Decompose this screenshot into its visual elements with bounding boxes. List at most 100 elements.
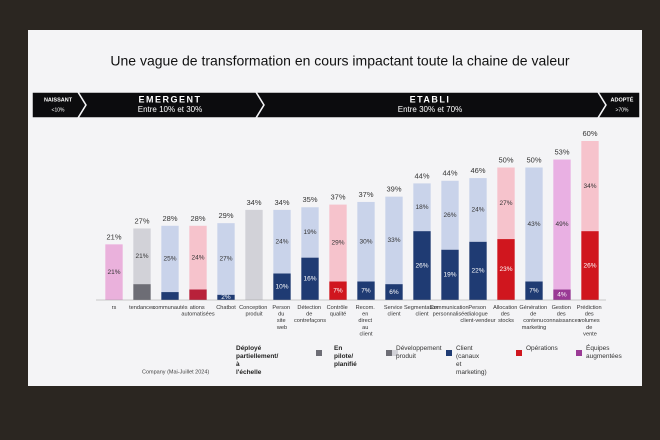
- segment-label: 34%: [583, 183, 596, 190]
- category-label: Service client: [384, 305, 404, 318]
- segment-label: 18%: [415, 204, 428, 211]
- segment-label: 49%: [555, 221, 568, 228]
- total-label: 44%: [442, 169, 457, 178]
- category-label: tendances: [129, 305, 155, 311]
- total-label: 34%: [274, 198, 289, 207]
- legend-label: Équipes augmentées: [586, 343, 623, 360]
- segment-label: 26%: [443, 212, 456, 219]
- phase-name: NAISSANT: [44, 97, 73, 103]
- source: Company (Mai-Juillet 2024): [142, 369, 209, 375]
- category-label: Person du site web: [272, 305, 291, 331]
- total-label: 50%: [526, 155, 541, 164]
- segment-label: 26%: [415, 262, 428, 269]
- phase-name: EMERGENT: [138, 94, 201, 104]
- total-label: 60%: [582, 129, 597, 138]
- segment-label: 43%: [527, 221, 540, 228]
- category-label: communautés: [152, 305, 187, 311]
- segment-label: 4%: [557, 291, 567, 298]
- bar-segment: [273, 209, 291, 274]
- segment-label: 27%: [219, 256, 232, 263]
- segment-label: 10%: [275, 283, 288, 290]
- phase-name: ADOPTÉ: [611, 95, 634, 103]
- bar-segment: [133, 228, 151, 285]
- bar-segment: [273, 273, 291, 300]
- phase-arrow: [596, 91, 641, 119]
- category-label: Contrôle qualité: [327, 305, 350, 318]
- category-label: Détection de contrefaçons: [294, 305, 326, 324]
- bar-segment: [133, 284, 151, 300]
- segment-label: 16%: [303, 276, 316, 283]
- legend-swatch: [316, 350, 322, 356]
- bar-segment: [469, 241, 487, 300]
- total-label: 37%: [330, 193, 345, 202]
- segment-label: 7%: [361, 287, 371, 294]
- category-label: Person dialogue client-vendeur: [460, 305, 495, 324]
- segment-label: 24%: [191, 254, 204, 261]
- category-label: ations automatisées: [181, 305, 214, 318]
- category-label: Recom. en direct au client: [356, 305, 377, 337]
- legend-swatch: [386, 350, 392, 356]
- total-label: 46%: [470, 166, 485, 175]
- category-label: Chatbot: [216, 305, 236, 311]
- bar-segment: [105, 244, 123, 300]
- category-label: Génération de contenu marketing: [519, 305, 548, 331]
- bar-segment: [189, 289, 207, 300]
- bar-segment: [497, 239, 515, 300]
- bar-segment: [441, 249, 459, 300]
- total-label: 34%: [246, 198, 261, 207]
- bar-segment: [357, 201, 375, 282]
- segment-label: 24%: [275, 238, 288, 245]
- segment-label: 21%: [107, 269, 120, 276]
- segment-label: 19%: [303, 229, 316, 236]
- bar-segment: [525, 281, 543, 300]
- bar-segment: [161, 225, 179, 293]
- legend-swatch: [516, 350, 522, 356]
- bar-segment: [217, 294, 235, 300]
- legend-swatch: [576, 350, 582, 356]
- total-label: 28%: [190, 214, 205, 223]
- segment-label: 27%: [499, 200, 512, 207]
- segment-label: 25%: [163, 256, 176, 263]
- phase-name: ETABLI: [410, 94, 451, 104]
- bar-segment: [385, 196, 403, 285]
- bar-segment: [329, 204, 347, 282]
- segment-label: 6%: [389, 289, 399, 296]
- bar-segment: [553, 289, 571, 300]
- segment-label: 2%: [221, 294, 231, 301]
- slide-title: Une vague de transformation en cours imp…: [110, 53, 570, 69]
- bar-segment: [553, 159, 571, 290]
- total-label: 21%: [106, 232, 121, 241]
- segment-label: 33%: [387, 237, 400, 244]
- bar-segment: [301, 207, 319, 258]
- total-label: 37%: [358, 190, 373, 199]
- category-label: Segmentation client: [404, 305, 440, 318]
- category-label: Allocation des stocks: [493, 305, 519, 324]
- segment-label: 23%: [499, 266, 512, 273]
- phase-range: Entre 30% et 70%: [398, 105, 462, 114]
- bar-segment: [217, 223, 235, 295]
- total-label: 50%: [498, 155, 513, 164]
- legend-label: En pilote/ planifié: [334, 345, 357, 368]
- bar-segment: [329, 281, 347, 300]
- total-label: 28%: [162, 214, 177, 223]
- segment-label: 7%: [333, 287, 343, 294]
- segment-label: 19%: [443, 272, 456, 279]
- segment-label: 26%: [583, 262, 596, 269]
- category-label: Conception produit: [239, 305, 269, 318]
- total-label: 44%: [414, 171, 429, 180]
- bar-segment: [385, 284, 403, 300]
- phase-range: >70%: [616, 107, 629, 113]
- bar-segment: [469, 178, 487, 242]
- bar-segment: [245, 209, 263, 300]
- bar-segment: [161, 292, 179, 300]
- bar-segment: [581, 141, 599, 232]
- total-label: 39%: [386, 185, 401, 194]
- category-label: Gestion des connaissances: [543, 305, 580, 324]
- legend-label: Développement produit: [396, 345, 443, 360]
- total-label: 53%: [554, 148, 569, 157]
- legend-label: Opérations: [526, 345, 559, 352]
- segment-label: 21%: [135, 253, 148, 260]
- segment-label: 7%: [529, 287, 539, 294]
